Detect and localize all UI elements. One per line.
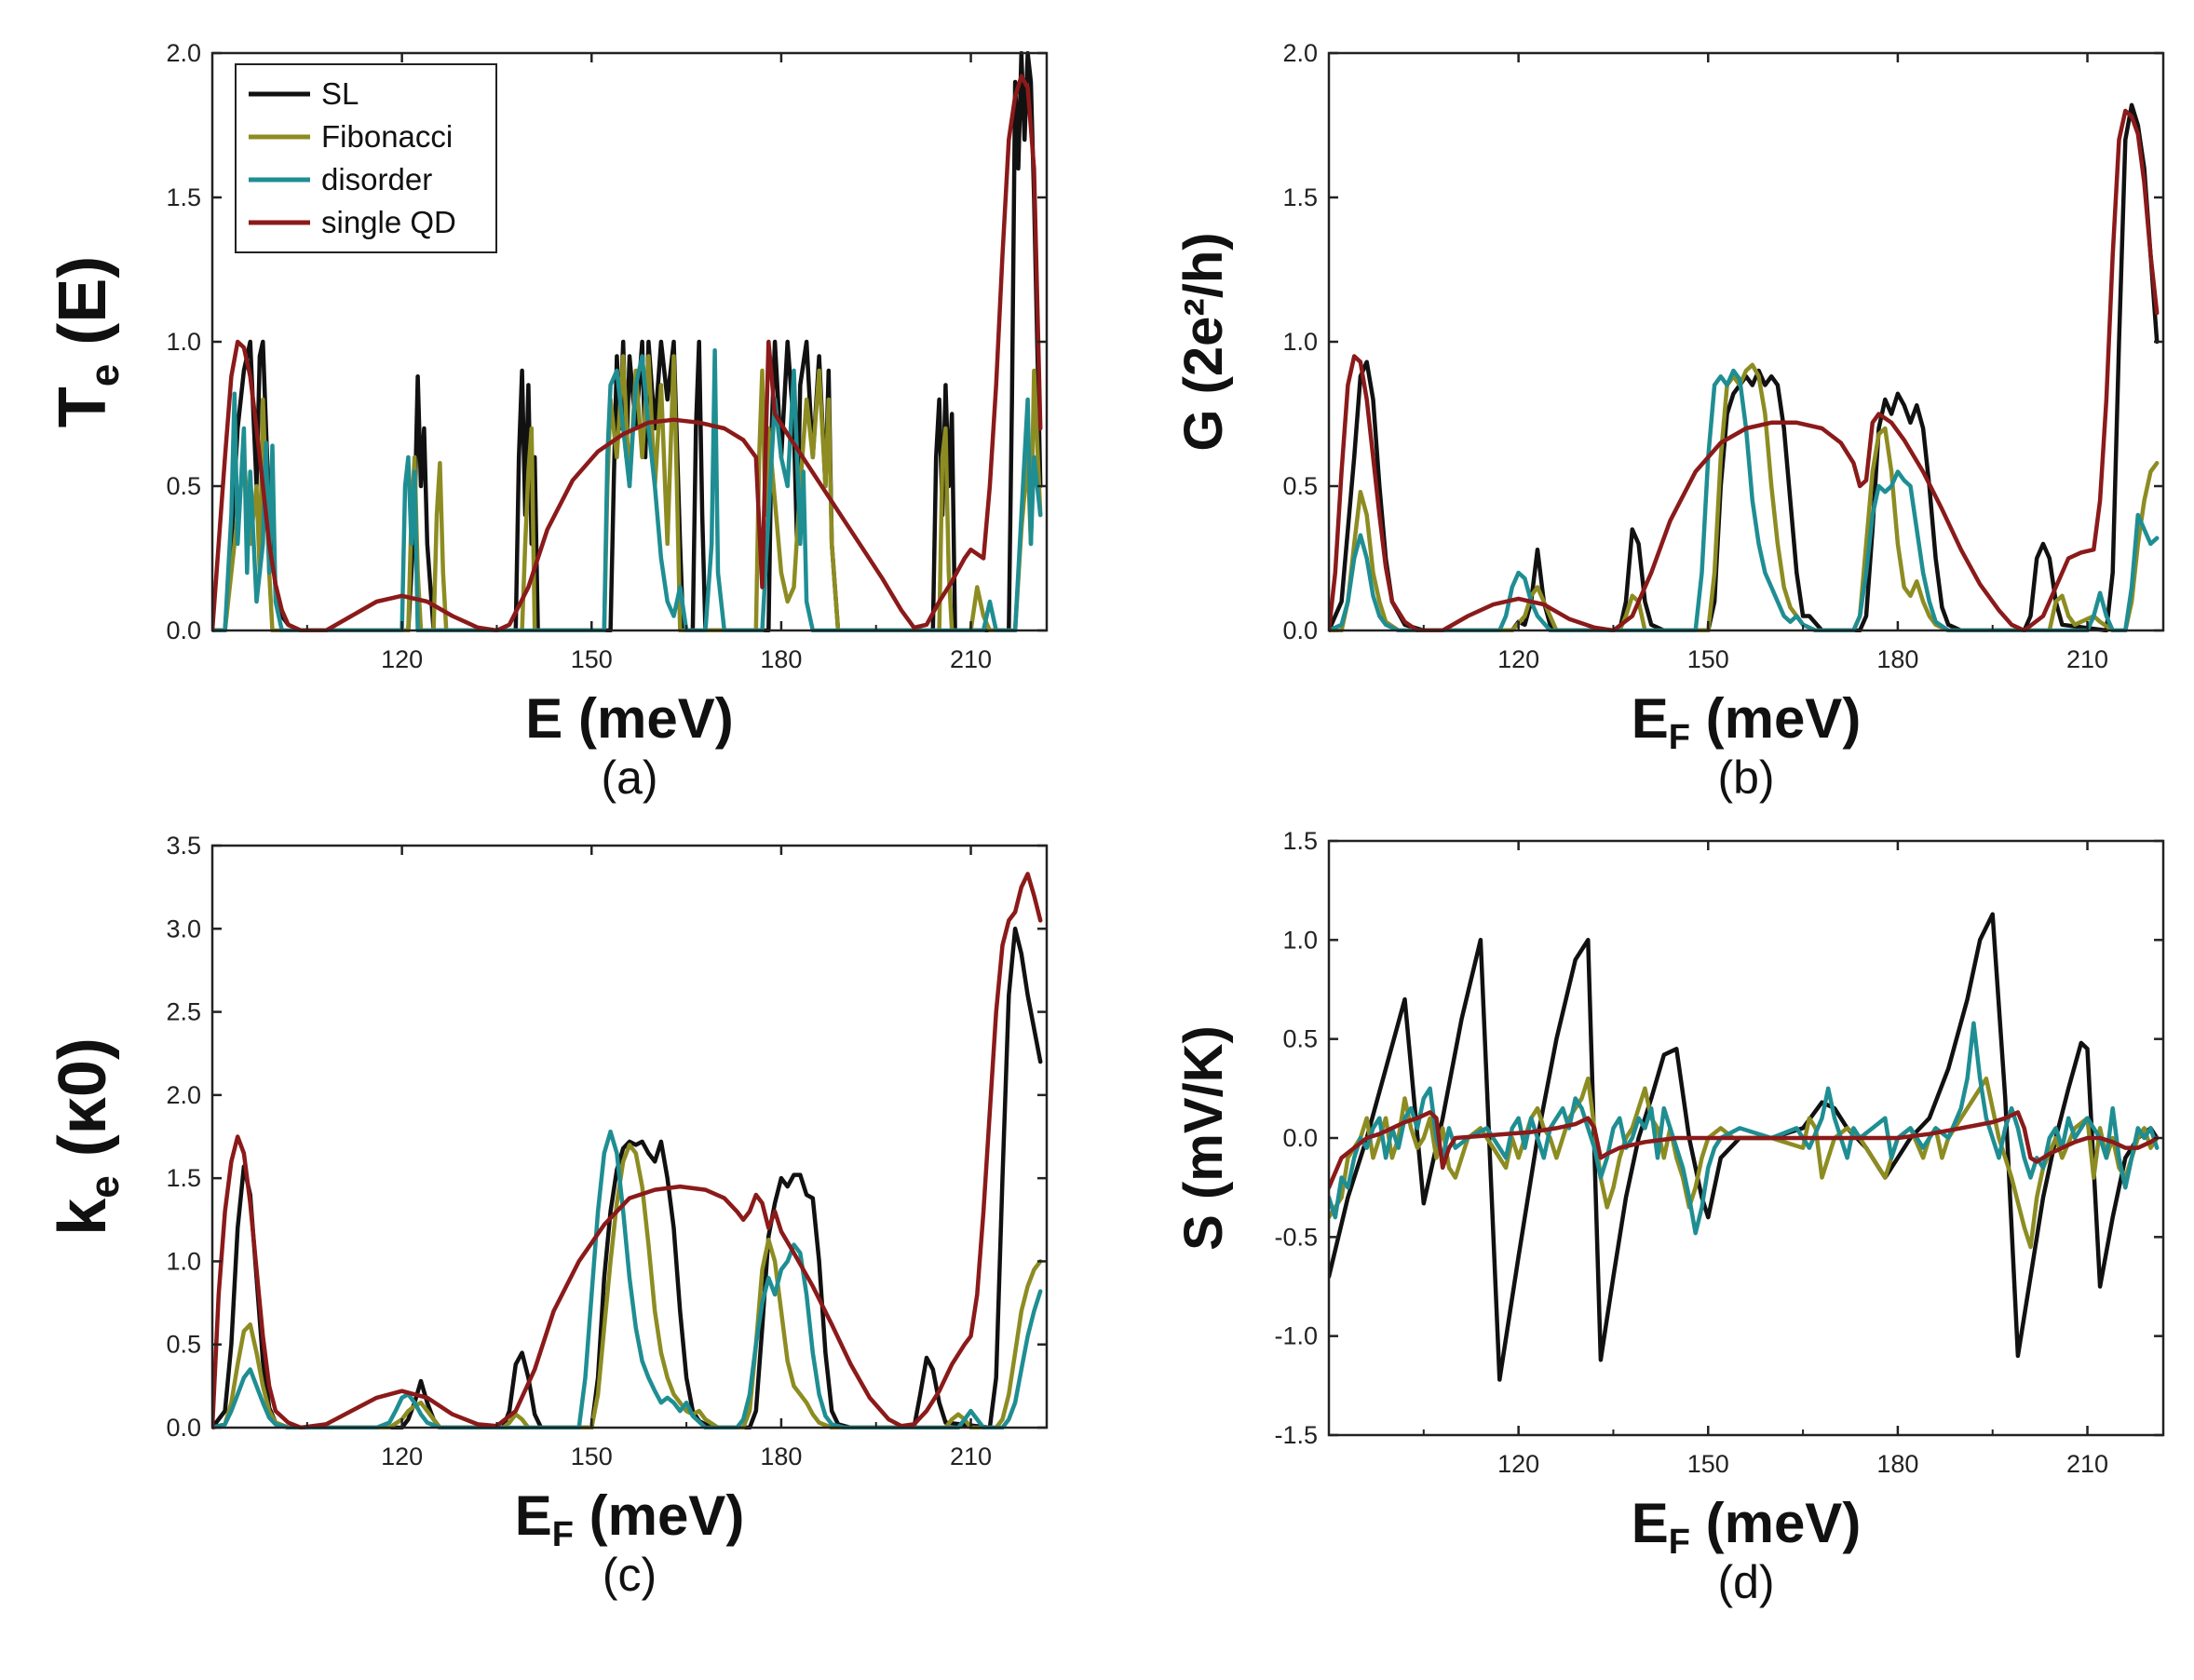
legend-label: Fibonacci [321,119,453,154]
x-axis-title-sub: F [1669,718,1690,757]
y-tick-label: 1.5 [166,1164,201,1192]
series-line-fibonacci [212,354,1043,632]
y-tick-label: 1.0 [1282,926,1318,954]
x-tick-label: 150 [571,1443,613,1470]
legend-label: SL [321,76,359,111]
x-axis-title-tail: (meV) [574,1484,744,1547]
x-axis-title-main: E [1632,687,1669,750]
y-tick-label: 1.0 [166,328,201,356]
y-tick-label: 1.0 [1282,328,1318,356]
y-tick-label: -1.5 [1274,1421,1318,1449]
panel-label: (c) [603,1549,657,1601]
plot-frame [210,844,1049,1429]
y-tick-label: 2.0 [1282,39,1318,67]
y-tick-label: 0.0 [1282,1124,1318,1152]
x-tick-label: 180 [1876,645,1918,673]
x-tick-label: 120 [1497,1450,1539,1478]
x-axis-title-tail: (meV) [1690,687,1861,750]
x-axis-title-sub: F [1669,1523,1690,1562]
y-tick-label: -1.0 [1274,1322,1318,1350]
y-tick-label: 3.0 [166,915,201,942]
y-tick-label: 0.5 [166,1331,201,1359]
panel-1: 120 150 180 210 0.0 0.5 1.0 1.5 2.0 E (meV)(a) Te … [46,39,1049,804]
y-axis-title: Te (E) [46,256,128,427]
x-tick-label: 210 [950,645,992,673]
y-axis-title-main: G (2e²/h) [1173,232,1234,451]
y-tick-label: 0.5 [1282,1025,1318,1053]
series-line-single-qd [212,872,1043,1429]
x-tick-label: 210 [2066,645,2108,673]
x-axis-title-main: E [515,1484,552,1547]
series-line-disorder [212,348,1043,632]
x-tick-label: 180 [760,1443,802,1470]
y-axis-title: S (mV/K) [1173,1025,1234,1251]
x-tick-label: 120 [381,1443,423,1470]
panel-4: 120 150 180 210 -1.5 -1.0 -0.5 0.0 0.5 1.0 1.5 EF (… [1173,827,2165,1608]
x-axis-title-tail: (meV) [1690,1492,1861,1554]
y-tick-label: 0.5 [166,472,201,500]
y-axis-title-sub: e [82,364,128,386]
x-axis-title: EF (meV) [1632,687,1862,757]
series-line-fibonacci [1329,362,2160,632]
y-axis-title: ke (κ0) [46,1037,128,1236]
x-tick-label: 150 [571,645,613,673]
y-axis-title-main: k [46,1198,120,1236]
series-line-single-qd [1329,108,2160,632]
y-tick-label: 1.5 [166,183,201,211]
series-line-fibonacci [1329,1076,2160,1250]
series-line-fibonacci [212,1143,1043,1429]
x-tick-label: 150 [1687,1450,1729,1478]
x-axis-title: EF (meV) [1632,1492,1862,1562]
series-line-sl [212,927,1043,1429]
y-tick-label: -0.5 [1274,1223,1318,1251]
panel-2: 120 150 180 210 0.0 0.5 1.0 1.5 2.0 EF (meV)(b) G … [1173,39,2165,804]
y-axis-title-tail: (κ0) [46,1037,120,1175]
x-tick-label: 150 [1687,645,1729,673]
y-tick-label: 1.5 [1282,183,1318,211]
y-tick-label: 0.0 [1282,616,1318,644]
y-axis-title-sub: e [82,1175,128,1198]
y-tick-label: 0.5 [1282,472,1318,500]
x-tick-label: 120 [1497,645,1539,673]
y-axis-title-tail: (E) [46,256,120,364]
series-line-sl [1329,102,2160,632]
y-tick-label: 2.0 [166,1081,201,1109]
x-axis-title: E (meV) [525,687,733,750]
y-tick-label: 0.0 [166,616,201,644]
legend-label: single QD [321,205,456,239]
x-axis-title-main: E [1632,1492,1669,1554]
panel-label: (a) [601,752,657,804]
legend: SL Fibonacci disorder single QD [235,63,497,253]
x-tick-label: 180 [1876,1450,1918,1478]
x-tick-label: 210 [950,1443,992,1470]
panel-label: (b) [1717,752,1774,804]
x-axis-title-main: E [525,687,562,750]
y-axis-title: G (2e²/h) [1173,232,1234,451]
panel-3: 120 150 180 210 0.0 0.5 1.0 1.5 2.0 2.5 3.0 3.5 EF (… [46,832,1049,1601]
y-axis-title-main: T [46,386,120,427]
series-group [1329,912,2160,1382]
x-tick-label: 180 [760,645,802,673]
y-tick-label: 3.5 [166,832,201,860]
y-tick-label: 1.0 [166,1247,201,1275]
series-line-single-qd [1329,1110,2160,1190]
y-tick-label: 2.0 [166,39,201,67]
x-axis-title: EF (meV) [515,1484,745,1554]
y-tick-label: 0.0 [166,1414,201,1442]
y-axis-title-main: S (mV/K) [1173,1025,1234,1251]
x-tick-label: 120 [381,645,423,673]
y-tick-label: 2.5 [166,998,201,1026]
x-axis-title-sub: F [552,1515,574,1554]
x-axis-title-tail: (meV) [562,687,733,750]
x-tick-label: 210 [2066,1450,2108,1478]
panel-label: (d) [1717,1556,1774,1608]
series-line-single-qd [212,74,1043,632]
y-tick-label: 1.5 [1282,827,1318,855]
legend-label: disorder [321,162,432,196]
